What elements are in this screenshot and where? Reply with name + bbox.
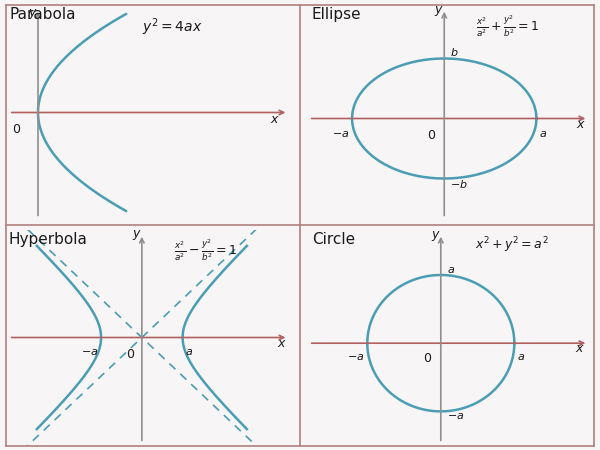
Text: $-a$: $-a$ [332,129,349,140]
Text: 0: 0 [13,123,20,136]
Text: x: x [577,118,584,131]
Text: $x^2+y^2=a^2$: $x^2+y^2=a^2$ [475,235,548,255]
Text: $b$: $b$ [450,46,458,58]
Text: Hyperbola: Hyperbola [9,232,88,247]
Text: y: y [435,4,442,17]
Text: 0: 0 [424,352,431,365]
Text: $a$: $a$ [517,352,526,362]
Text: 0: 0 [428,129,436,142]
Text: $y^2 = 4ax$: $y^2 = 4ax$ [142,16,202,38]
Text: y: y [133,227,140,240]
Text: $\frac{x^2}{a^2}+\frac{y^2}{b^2}=1$: $\frac{x^2}{a^2}+\frac{y^2}{b^2}=1$ [476,14,539,39]
Text: $a$: $a$ [447,265,455,275]
Text: $-a$: $-a$ [81,347,98,357]
Text: x: x [575,342,583,356]
Text: $-a$: $-a$ [447,411,464,421]
Text: y: y [431,228,439,241]
Text: $a$: $a$ [539,129,547,140]
Text: $-a$: $-a$ [347,352,364,362]
Text: $-b$: $-b$ [450,179,468,190]
Text: x: x [270,113,277,126]
Text: Circle: Circle [312,232,355,248]
Text: 0: 0 [125,348,134,361]
Text: Parabola: Parabola [10,7,77,22]
Text: Ellipse: Ellipse [312,8,361,22]
Text: x: x [278,337,285,350]
Text: $a$: $a$ [185,347,193,357]
Text: $\frac{x^2}{a^2}-\frac{y^2}{b^2}=1$: $\frac{x^2}{a^2}-\frac{y^2}{b^2}=1$ [175,237,238,263]
Text: y: y [28,5,35,18]
